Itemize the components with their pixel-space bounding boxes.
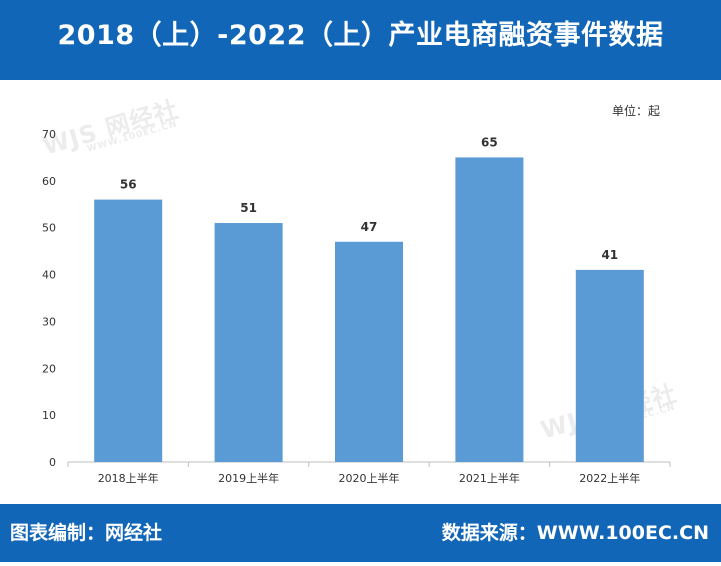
data-label: 51 <box>240 201 257 215</box>
x-tick-label: 2018上半年 <box>98 471 159 485</box>
bar <box>214 223 283 462</box>
header-bar <box>0 0 721 80</box>
y-tick-label: 40 <box>42 269 56 282</box>
bar <box>94 199 163 462</box>
bar <box>455 157 524 462</box>
x-tick-label: 2022上半年 <box>579 471 640 485</box>
footer-bar <box>0 504 721 562</box>
chart-author: 图表编制：网经社 <box>10 522 163 544</box>
bar <box>335 241 403 462</box>
data-source: 数据来源：WWW.100EC.CN <box>441 522 709 544</box>
data-label: 41 <box>601 248 618 262</box>
data-label: 65 <box>481 135 498 149</box>
bar <box>575 269 644 462</box>
page-title: 2018（上）-2022（上）产业电商融资事件数据 <box>57 20 664 51</box>
y-tick-label: 0 <box>49 456 56 469</box>
y-tick-label: 10 <box>42 409 56 422</box>
unit-label: 单位：起 <box>611 104 660 118</box>
y-tick-label: 30 <box>42 315 56 328</box>
y-tick-label: 50 <box>42 222 56 235</box>
data-label: 47 <box>361 220 378 234</box>
data-label: 56 <box>120 178 137 192</box>
x-tick-label: 2019上半年 <box>218 471 279 485</box>
x-tick-label: 2020上半年 <box>339 471 400 485</box>
y-tick-label: 20 <box>42 362 56 375</box>
y-tick-label: 70 <box>42 128 56 141</box>
y-tick-label: 60 <box>42 175 56 188</box>
x-tick-label: 2021上半年 <box>459 471 520 485</box>
